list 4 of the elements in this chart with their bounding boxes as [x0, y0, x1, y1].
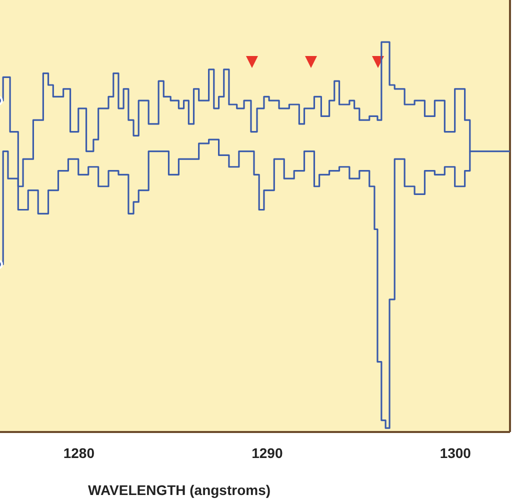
x-tick-label: 1300: [440, 444, 472, 461]
x-tick-label: 1290: [252, 444, 283, 461]
x-tick-label: 1280: [63, 444, 95, 461]
x-axis-title: WAVELENGTH (angstroms): [88, 482, 271, 498]
